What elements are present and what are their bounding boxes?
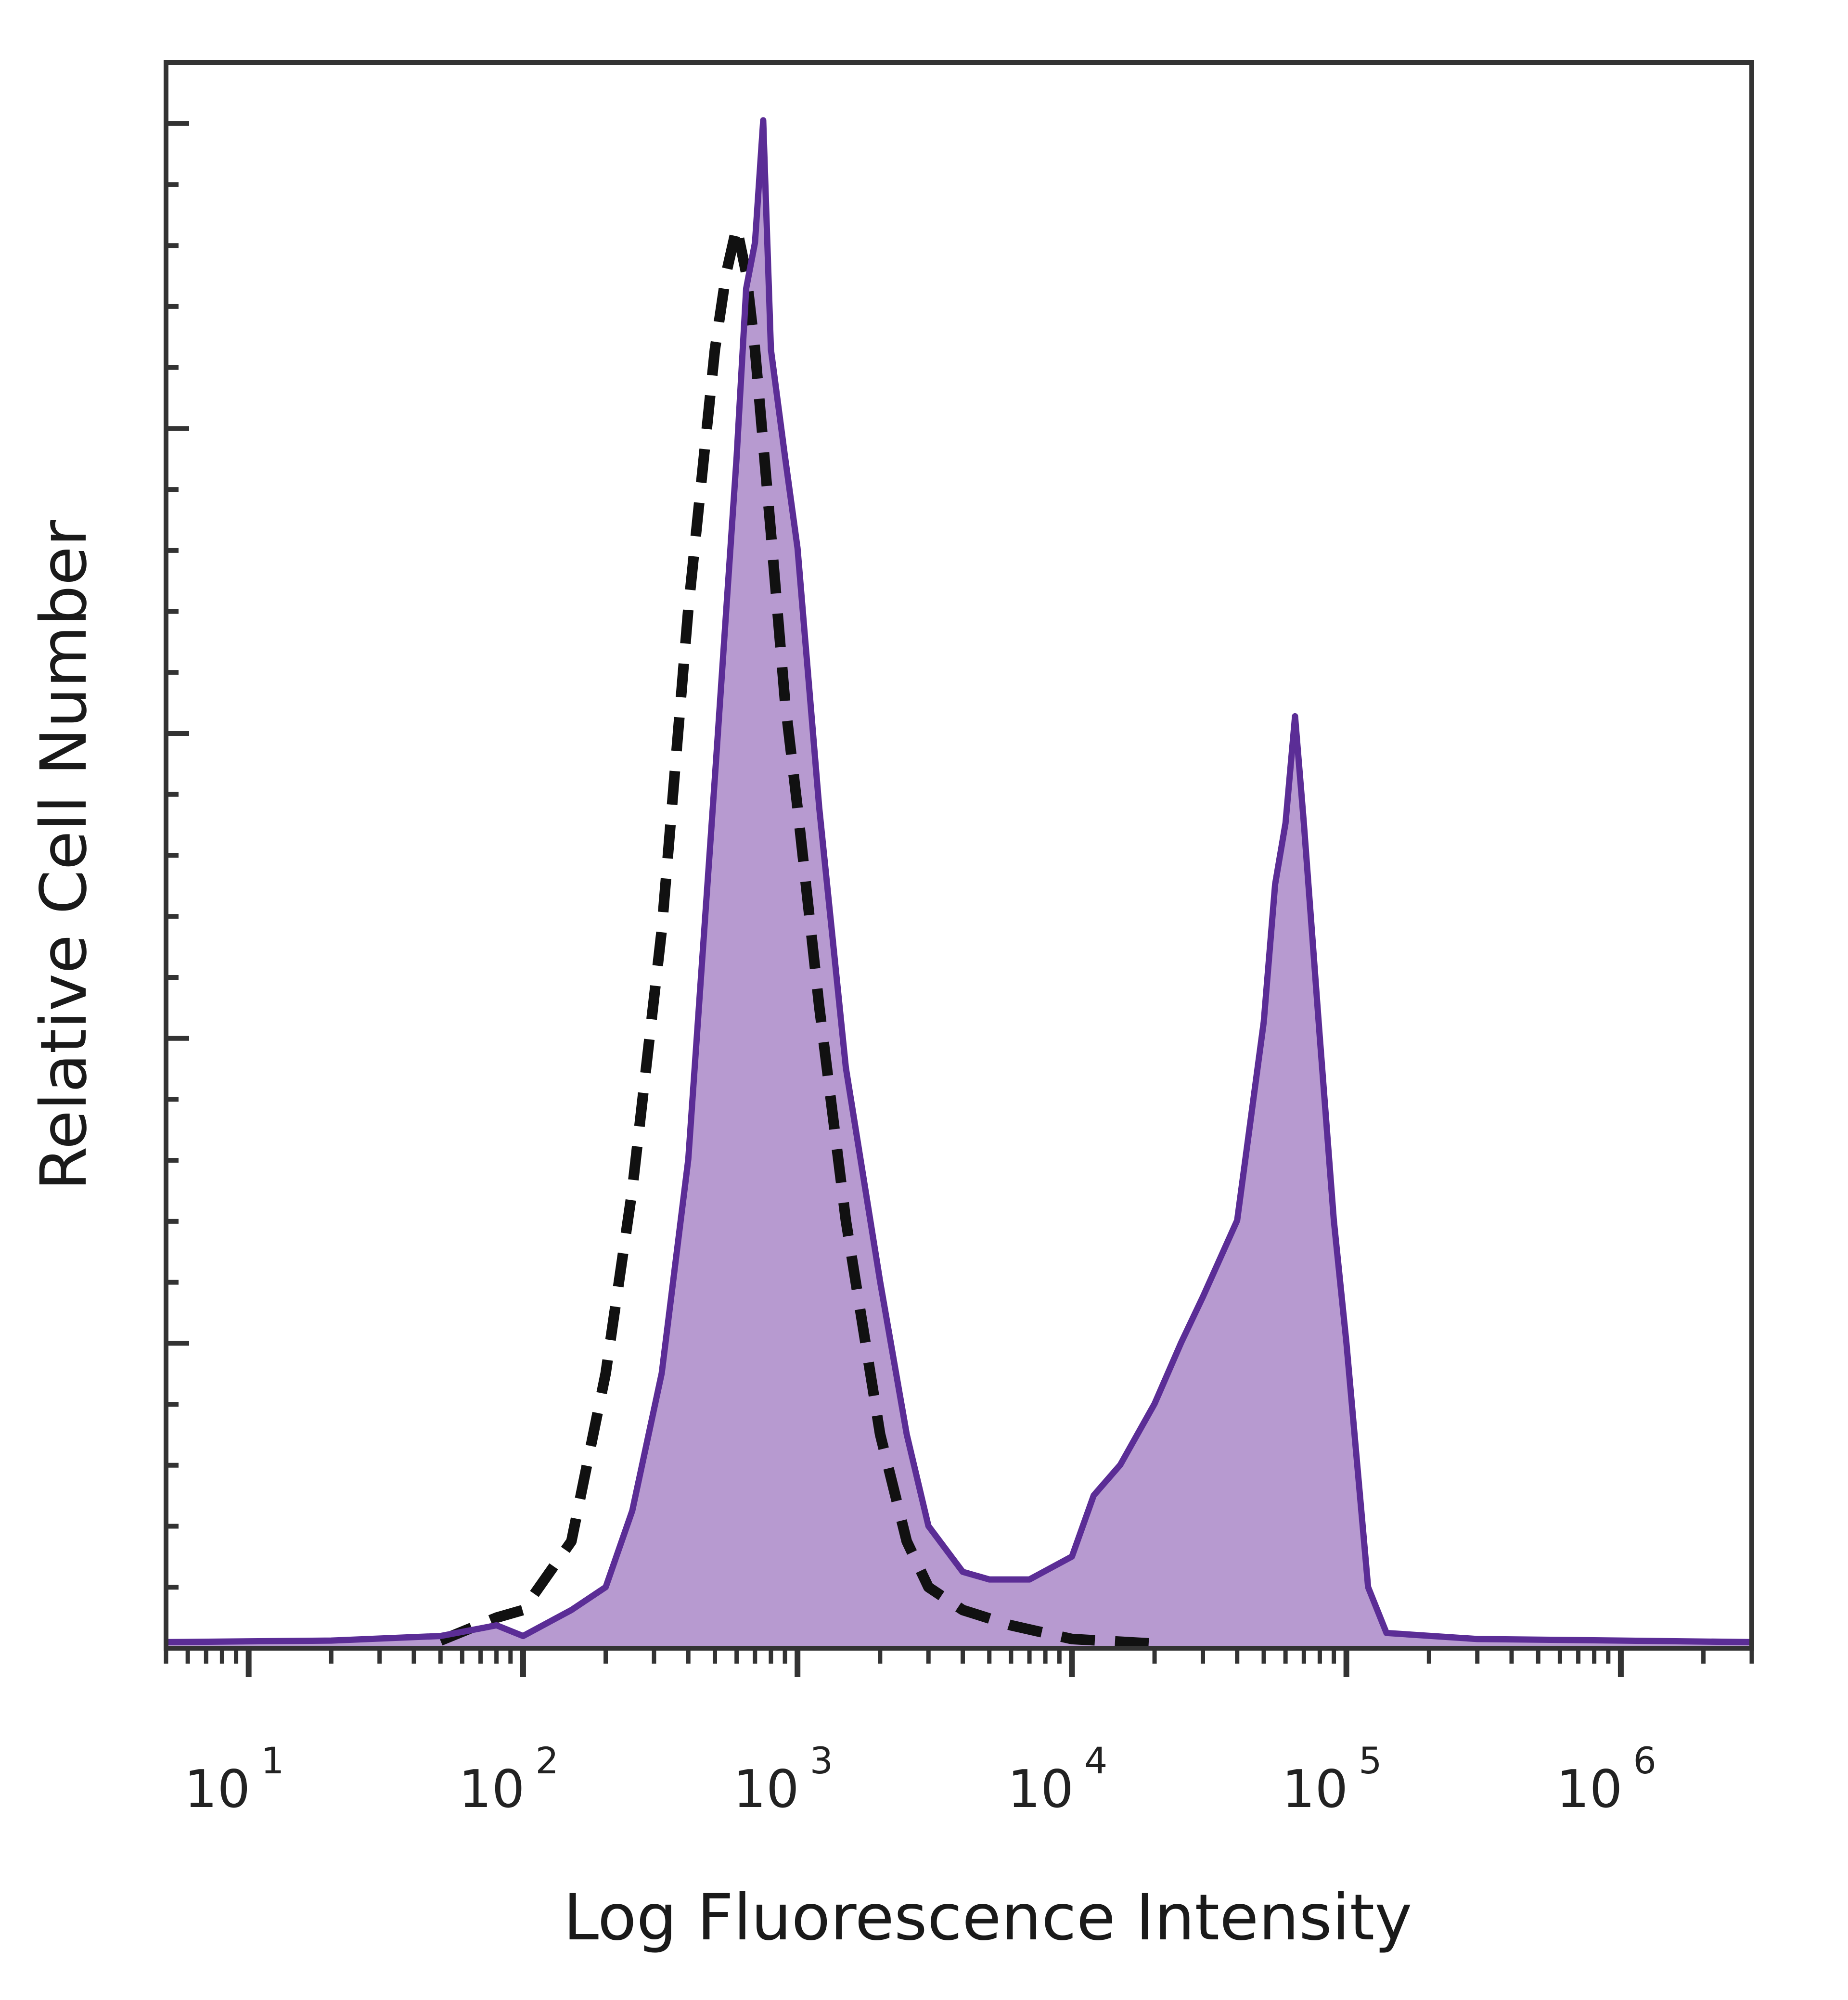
control-histogram-dashed — [438, 222, 1155, 1649]
x-tick-label: 10 6 — [1556, 1739, 1656, 1820]
x-tick-label: 10 2 — [459, 1739, 559, 1820]
x-axis-title: Log Fluorescence Intensity — [564, 1881, 1412, 1955]
stained-histogram-fill — [166, 120, 1752, 1648]
x-tick-label: 10 3 — [733, 1739, 833, 1820]
x-axis-tick-labels: 10 1 10 2 10 3 10 4 10 5 10 6 — [184, 1739, 1656, 1820]
y-axis-title: Relative Cell Number — [27, 520, 101, 1191]
x-tick-label: 10 1 — [184, 1739, 284, 1820]
plot-area — [166, 117, 1752, 1649]
y-axis-ticks — [166, 60, 189, 1651]
stained-histogram-outline — [166, 117, 1752, 1645]
plot-frame — [164, 60, 1754, 1651]
x-tick-label: 10 5 — [1282, 1739, 1382, 1820]
x-axis-ticks — [164, 1648, 1754, 1677]
x-tick-label: 10 4 — [1008, 1739, 1108, 1820]
